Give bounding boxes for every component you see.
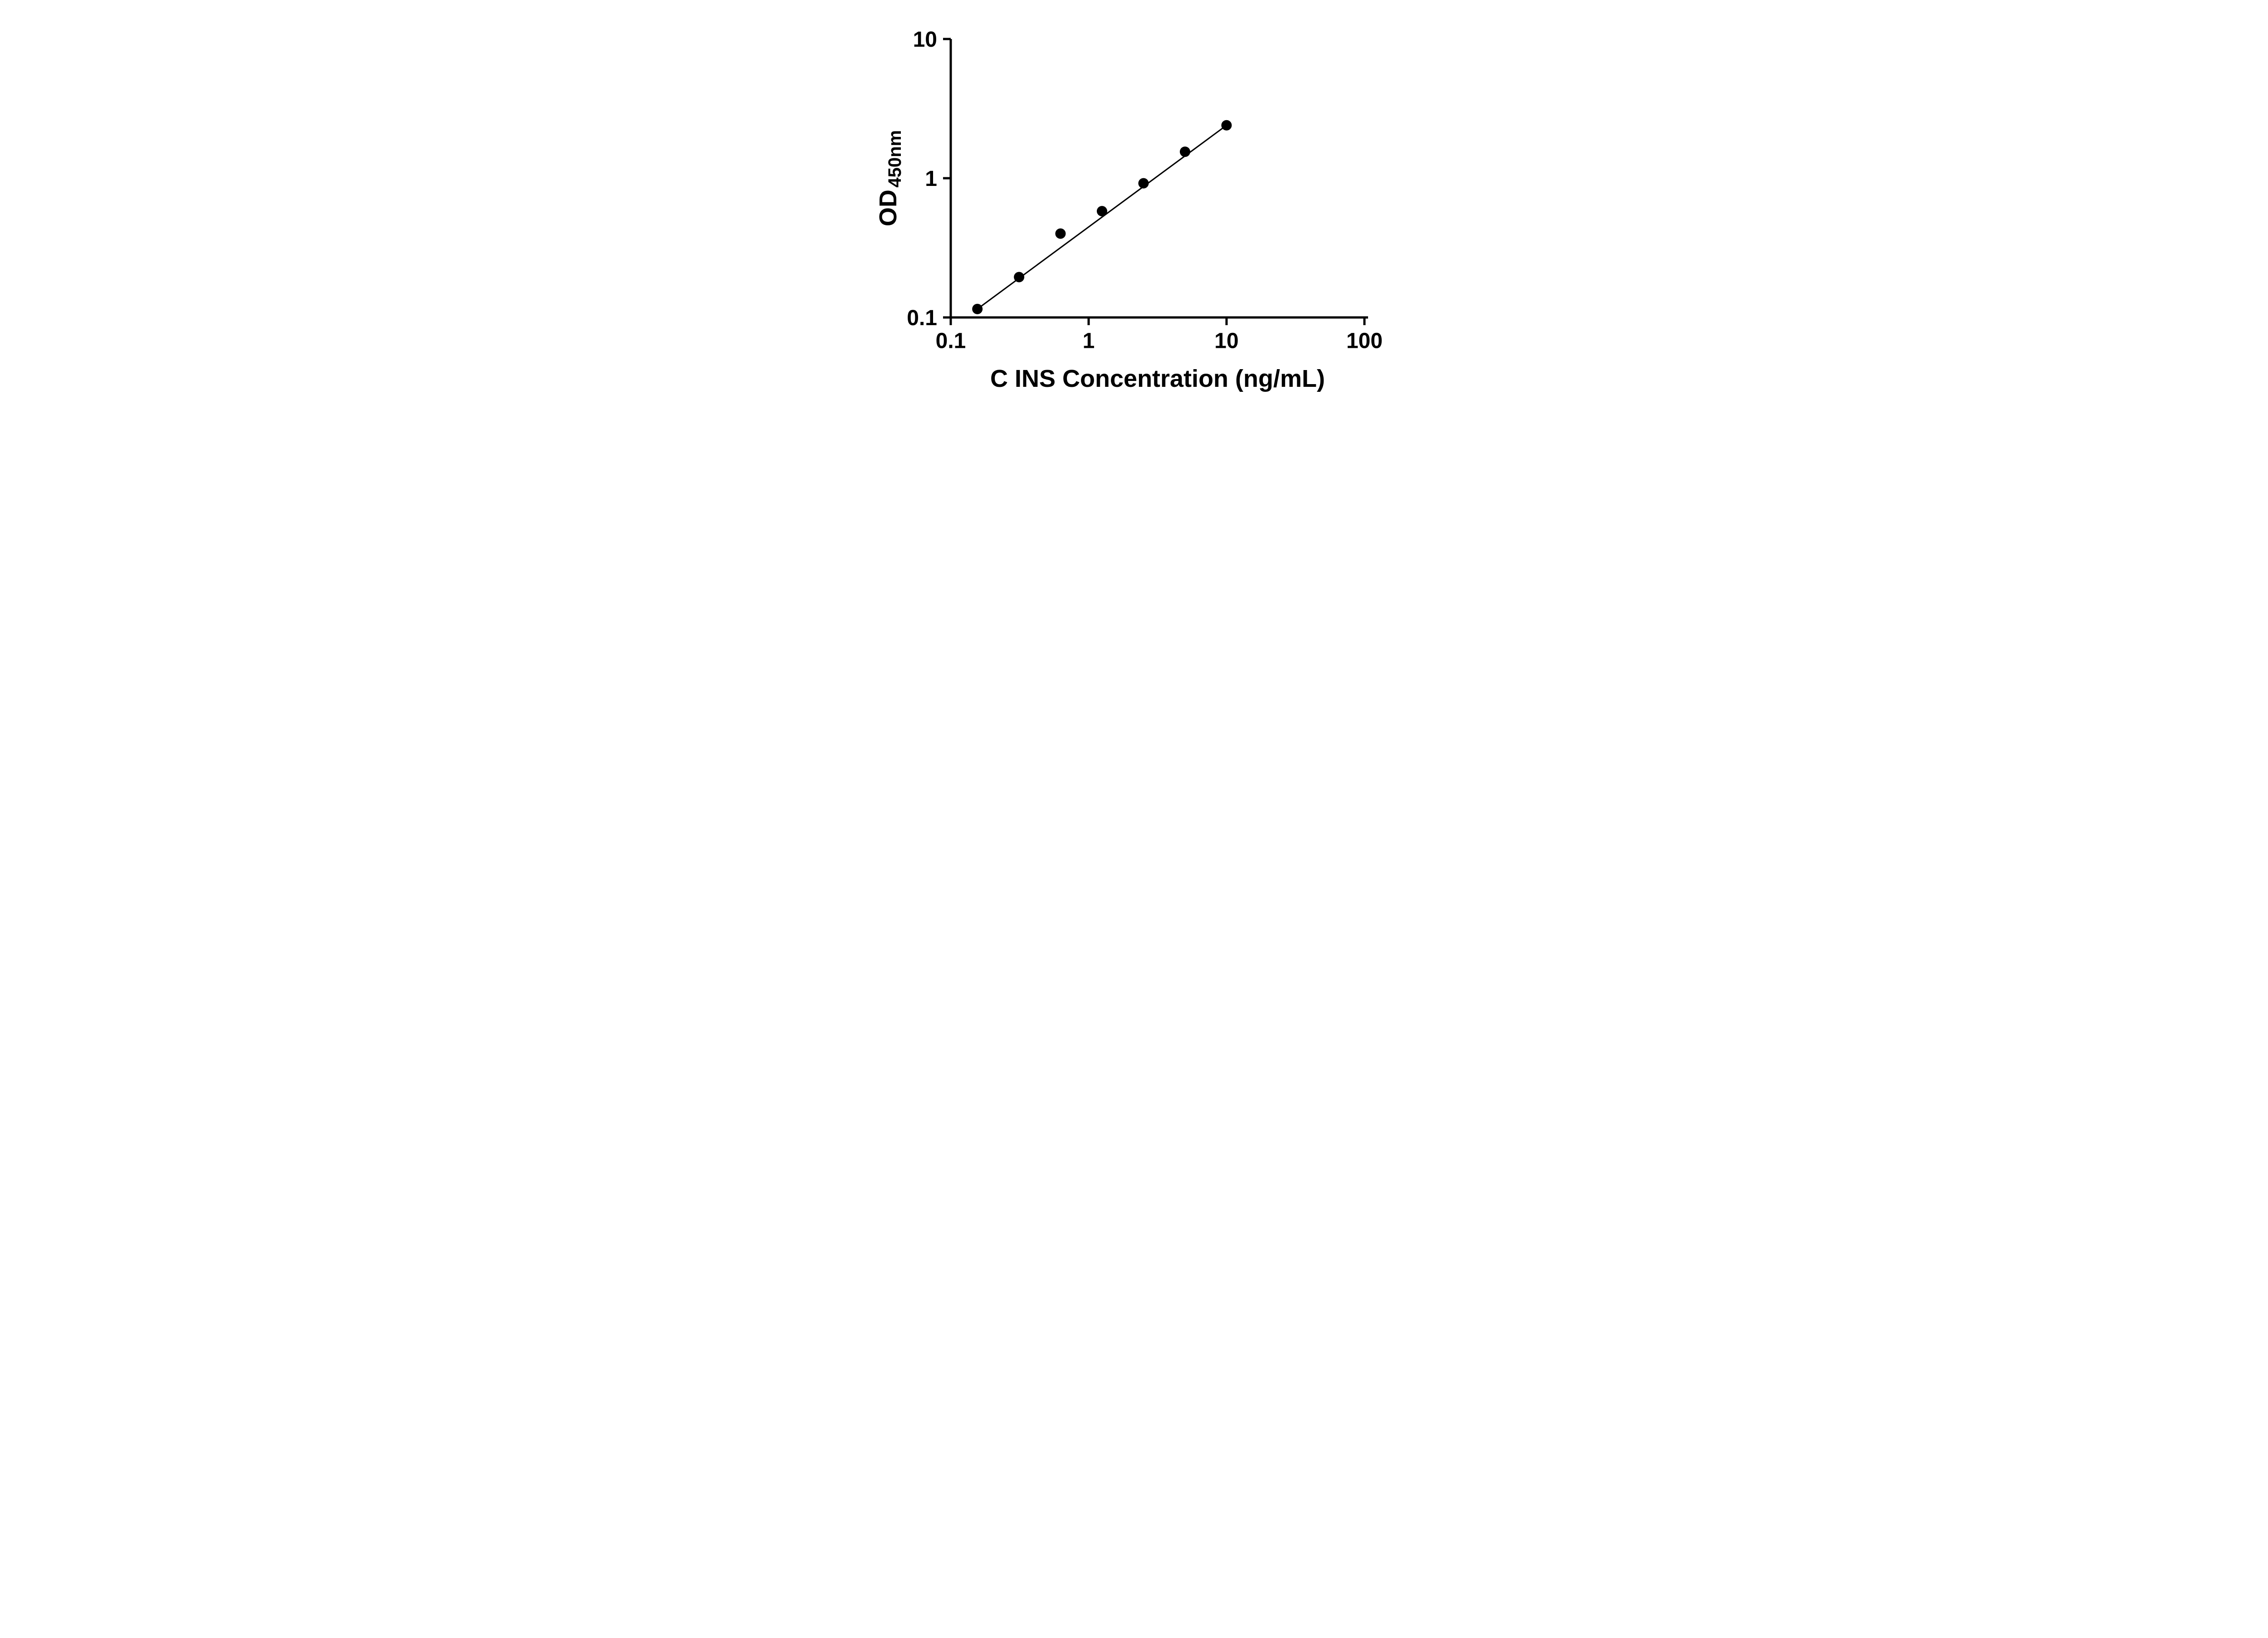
- data-point: [1096, 206, 1107, 217]
- y-tick-label: 1: [925, 167, 937, 191]
- data-point: [972, 303, 983, 314]
- x-axis-title: C INS Concentration (ng/mL): [990, 365, 1325, 392]
- data-point: [1221, 120, 1232, 131]
- x-tick-label: 100: [1346, 329, 1383, 353]
- data-point: [1179, 146, 1190, 157]
- axis-spine: [949, 39, 1368, 319]
- y-axis-title-subscript: 450nm: [885, 130, 905, 188]
- axes: [949, 39, 1368, 319]
- data-points: [972, 120, 1232, 314]
- x-tick-label: 1: [1083, 329, 1095, 353]
- standard-curve-chart: 0.1 1 10 100 0.1 1 10 C INS Concentration (ng/…: [875, 28, 1383, 392]
- data-point: [1055, 228, 1066, 239]
- x-tick-label: 0.1: [936, 329, 966, 353]
- x-tick-label: 10: [1214, 329, 1238, 353]
- y-tick-label: 0.1: [907, 306, 937, 330]
- axis-tick-labels: 0.1 1 10 100 0.1 1 10: [907, 28, 1383, 353]
- data-point: [1014, 272, 1025, 283]
- y-axis-title: OD 450nm: [875, 130, 905, 226]
- y-axis-title-main: OD: [875, 190, 902, 226]
- data-point: [1138, 178, 1149, 189]
- axis-ticks: [943, 38, 1366, 325]
- y-tick-label: 10: [913, 28, 937, 52]
- elisa-standard-curve-figure: 0.1 1 10 100 0.1 1 10 C INS Concentration (ng/…: [847, 0, 1421, 410]
